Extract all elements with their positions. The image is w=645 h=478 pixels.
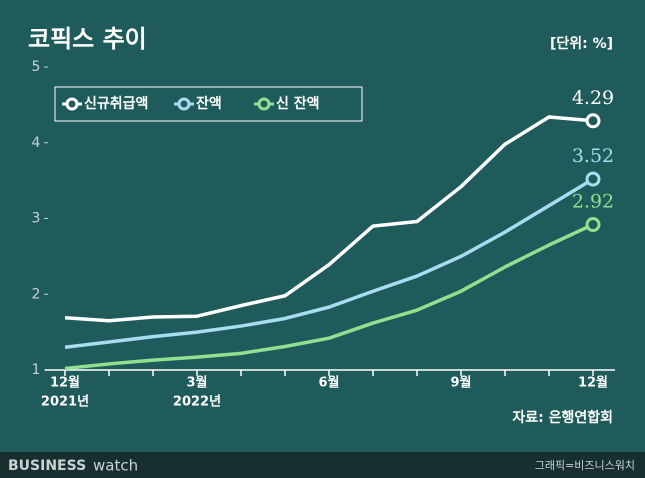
- legend-label: 신규취급액: [84, 95, 148, 112]
- footer-bar: [0, 452, 645, 478]
- x-tick-year: 2022년: [173, 395, 221, 410]
- x-tick-label: 12월: [50, 375, 80, 391]
- y-tick-label: 5: [32, 59, 41, 75]
- y-tick-label: 2: [32, 286, 41, 302]
- legend-box: [54, 86, 363, 122]
- y-tick-label: 3: [32, 211, 41, 227]
- legend-swatch: [257, 97, 271, 111]
- legend-label: 신 잔액: [276, 95, 320, 112]
- brand-suffix: watch: [93, 457, 138, 475]
- x-tick-label: 6월: [318, 375, 339, 391]
- end-point: [585, 217, 601, 233]
- end-label: 4.29: [572, 87, 614, 109]
- source: 자료: 은행연합회: [512, 409, 613, 426]
- chart-title: 코픽스 추이: [28, 25, 147, 53]
- unit-label: [단위: %]: [550, 35, 613, 52]
- x-tick-label: 3월: [186, 375, 207, 391]
- x-tick-label: 12월: [578, 375, 608, 391]
- legend-swatch: [177, 97, 191, 111]
- series-line: [64, 177, 594, 350]
- y-tick-label: 1: [32, 362, 41, 378]
- x-tick-year: 2021년: [41, 395, 89, 410]
- end-label: 3.52: [572, 145, 614, 167]
- credit: 그래픽=비즈니스워치: [535, 459, 635, 472]
- end-label: 2.92: [572, 191, 614, 213]
- legend-label: 잔액: [196, 95, 222, 112]
- series-line: [64, 115, 594, 323]
- legend-swatch: [65, 97, 79, 111]
- x-tick-label: 9월: [450, 375, 471, 391]
- end-point: [585, 113, 601, 129]
- brand: BUSINESS: [8, 458, 86, 474]
- end-point: [585, 171, 601, 187]
- y-tick-label: 4: [32, 135, 41, 151]
- series-line: [64, 222, 594, 371]
